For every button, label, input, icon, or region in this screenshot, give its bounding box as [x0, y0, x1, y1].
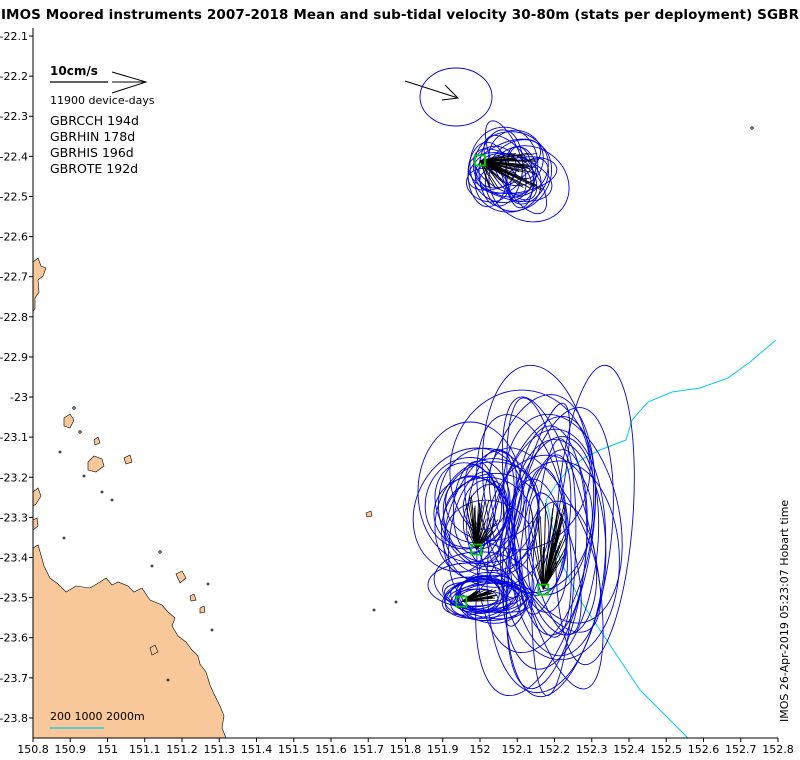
- x-tick-label: 151.9: [427, 743, 459, 756]
- y-tick-label: -23.8: [0, 712, 28, 725]
- x-tick-label: 152.6: [688, 743, 720, 756]
- variance-ellipse: [505, 407, 614, 698]
- velocity-vector-bundle: [479, 152, 543, 191]
- x-tick-label: 151.4: [241, 743, 273, 756]
- station-label-gbrcch: GBRCCH 194d: [50, 113, 139, 128]
- y-tick-label: -22.2: [0, 70, 28, 83]
- scale-legend: 10cm/s 11900 device-days GBRCCH 194d GBR…: [50, 64, 155, 176]
- variance-ellipse: [499, 153, 548, 215]
- x-tick-label: 152.8: [762, 743, 794, 756]
- velocity-vector-bundle: [531, 502, 567, 590]
- y-tick-label: -23.2: [0, 471, 28, 484]
- x-axis-ticks: 150.8 150.9 151 151.1 151.2 151.3 151.4 151.5 15…: [17, 738, 794, 756]
- x-tick-label: 152: [470, 743, 491, 756]
- x-tick-label: 151.8: [390, 743, 422, 756]
- variance-ellipse: [441, 472, 550, 588]
- x-tick-label: 151.5: [278, 743, 310, 756]
- x-tick-label: 150.9: [55, 743, 87, 756]
- y-axis-ticks: -22.1 -22.2 -22.3 -22.4 -22.5 -22.6 -22.7 -22.8…: [0, 30, 33, 725]
- variance-ellipse: [460, 571, 517, 612]
- x-tick-label: 151.1: [129, 743, 161, 756]
- x-tick-label: 152.1: [502, 743, 534, 756]
- station-label-gbrhis: GBRHIS 196d: [50, 145, 134, 160]
- x-tick-label: 151.6: [315, 743, 347, 756]
- y-tick-label: -22.9: [0, 351, 28, 364]
- variance-ellipse: [473, 148, 532, 195]
- y-tick-label: -23.3: [0, 511, 28, 524]
- timestamp-label: IMOS 26-Apr-2019 05:23:07 Hobart time: [778, 500, 791, 722]
- variance-ellipse: [455, 577, 500, 610]
- depth-legend-label: 200 1000 2000m: [50, 710, 145, 723]
- x-tick-label: 152.7: [725, 743, 757, 756]
- map-title: IMOS Moored instruments 2007-2018 Mean a…: [0, 7, 800, 23]
- x-tick-label: 152.3: [576, 743, 608, 756]
- x-tick-label: 150.8: [17, 743, 49, 756]
- variance-ellipse: [501, 396, 604, 690]
- station-markers: [455, 154, 550, 608]
- variance-ellipse: [467, 141, 508, 208]
- depth-legend: 200 1000 2000m: [50, 710, 145, 729]
- station-marker-gbrhin: [470, 543, 483, 556]
- variance-ellipse: [449, 389, 591, 551]
- variance-ellipse: [434, 458, 539, 581]
- y-tick-label: -23.1: [0, 431, 28, 444]
- variance-ellipse: [417, 421, 523, 563]
- variance-ellipse: [476, 394, 596, 654]
- y-tick-label: -22.1: [0, 30, 28, 43]
- x-tick-label: 151: [97, 743, 118, 756]
- velocity-vector-bundle: [465, 495, 499, 550]
- coastline-land: [32, 257, 373, 739]
- y-tick-label: -23.7: [0, 672, 28, 685]
- x-tick-label: 152.5: [651, 743, 683, 756]
- variance-ellipse: [443, 579, 528, 622]
- y-tick-label: -23: [10, 391, 28, 404]
- x-tick-label: 151.7: [353, 743, 385, 756]
- x-tick-label: 152.2: [539, 743, 571, 756]
- station-marker-gbrcch: [537, 583, 550, 596]
- y-tick-label: -22.5: [0, 190, 28, 203]
- variance-ellipse: [427, 562, 513, 608]
- variance-ellipse: [467, 138, 542, 191]
- device-days-label: 11900 device-days: [50, 94, 155, 107]
- y-tick-label: -22.7: [0, 271, 28, 284]
- scale-vector-label: 10cm/s: [50, 64, 98, 78]
- y-tick-label: -23.6: [0, 632, 28, 645]
- small-islands: [58, 126, 754, 682]
- mean-vector-example: [404, 67, 493, 127]
- variance-ellipse: [442, 475, 516, 568]
- variance-ellipse: [486, 428, 607, 694]
- y-tick-label: -22.6: [0, 231, 28, 244]
- station-label-gbrote: GBROTE 192d: [50, 161, 138, 176]
- y-tick-label: -23.4: [0, 551, 28, 564]
- variance-ellipse: [444, 581, 534, 614]
- velocity-vector-bundle: [461, 589, 498, 602]
- velocity-vectors: [461, 152, 567, 602]
- variance-ellipse: [433, 551, 535, 613]
- velocity-ellipses: [412, 120, 635, 698]
- variance-ellipse: [528, 492, 582, 635]
- x-tick-label: 151.3: [204, 743, 236, 756]
- station-marker-gbrote: [474, 154, 486, 167]
- variance-ellipse: [488, 447, 602, 633]
- x-tick-label: 151.2: [166, 743, 198, 756]
- variance-ellipse: [443, 450, 517, 573]
- station-label-gbrhin: GBRHIN 178d: [50, 129, 135, 144]
- isobath-line: [545, 339, 777, 739]
- y-tick-label: -22.3: [0, 110, 28, 123]
- y-tick-label: -22.4: [0, 150, 28, 163]
- station-marker-gbrhis: [455, 595, 468, 608]
- x-tick-label: 152.4: [613, 743, 645, 756]
- variance-ellipse: [457, 576, 521, 624]
- y-tick-label: -23.5: [0, 592, 28, 605]
- y-tick-label: -22.8: [0, 311, 28, 324]
